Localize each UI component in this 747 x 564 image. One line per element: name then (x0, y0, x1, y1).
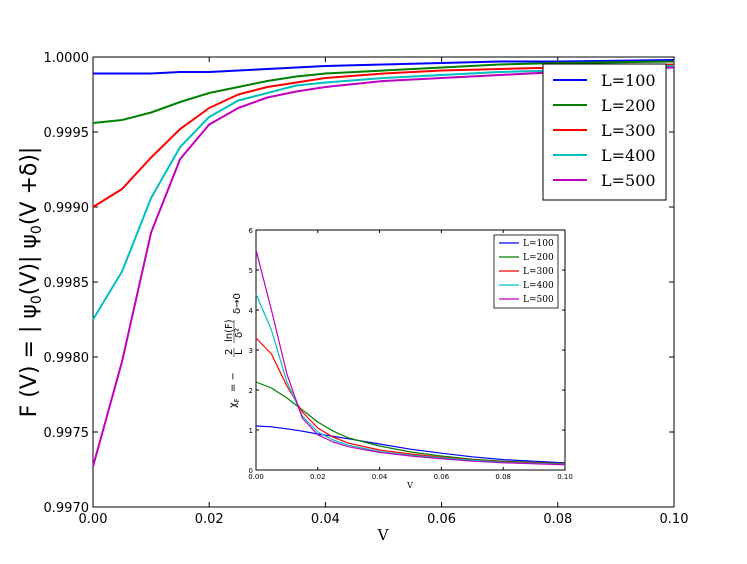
main-y-label-part-3: (V +δ)| (17, 147, 42, 226)
main-y-tick-label: 0.9970 (44, 501, 90, 516)
main-y-tick-label: 0.9985 (44, 276, 90, 291)
inset-x-tick-label: 0.00 (248, 473, 264, 481)
main-legend-label: L=400 (601, 146, 656, 165)
inset-y-tick-label: 3 (249, 347, 253, 355)
main-series-line-l-300 (92, 63, 675, 208)
main-series-lines (92, 59, 675, 467)
inset-y-label-eq: = − (228, 372, 239, 392)
main-legend-label: L=100 (601, 71, 656, 90)
main-axis-ticks: 0.00 0.02 0.04 0.06 0.08 0.10 0.9970 0.9975 0.99… (44, 51, 689, 527)
main-x-tick-label: 0.08 (543, 512, 572, 527)
main-y-label-part-2: (V)| ψ (17, 234, 42, 295)
main-series-line-l-400 (92, 65, 675, 321)
inset-y-tick-label: 5 (249, 267, 253, 275)
inset-x-axis-label: V (406, 481, 413, 490)
inset-y-tick-label: 1 (249, 427, 253, 435)
inset-plot: 0.00 0.02 0.04 0.06 0.08 0.10 0 1 2 3 4 5 6 V χF = −… (224, 227, 573, 490)
inset-y-tick-label: 6 (249, 227, 254, 235)
main-legend-label: L=500 (601, 171, 656, 190)
inset-y-label-num: 2 (224, 349, 235, 355)
main-x-tick-label: 0.02 (195, 512, 224, 527)
main-y-tick-label: 0.9990 (44, 201, 90, 216)
inset-series-line-l-100 (255, 425, 566, 464)
inset-y-tick-label: 0 (249, 467, 253, 475)
main-legend-box (542, 63, 667, 201)
main-series-line-l-200 (92, 60, 675, 124)
main-y-tick-label: 0.9975 (44, 426, 90, 441)
main-y-axis-label: F (V) = | ψ0(V)| ψ0(V +δ)| (17, 147, 45, 418)
inset-x-tick-label: 0.08 (495, 473, 511, 481)
inset-legend-label: L=100 (523, 239, 554, 249)
inset-legend-label: L=500 (523, 295, 554, 305)
main-y-tick-label: 1.0000 (44, 51, 90, 66)
inset-legend-label: L=400 (523, 281, 554, 291)
main-y-tick-label: 0.9980 (44, 351, 90, 366)
inset-legend-label: L=200 (523, 253, 554, 263)
main-series-line-l-100 (93, 59, 675, 75)
inset-legend-label: L=300 (523, 267, 554, 277)
main-y-label-part-1: F (V) = | ψ (17, 304, 42, 417)
inset-axis-ticks: 0.00 0.02 0.04 0.06 0.08 0.10 0 1 2 3 4 5 6 (248, 227, 573, 481)
inset-y-label-den: L (234, 349, 245, 355)
inset-x-tick-label: 0.04 (372, 473, 388, 481)
inset-y-label-limit: δ→0 (232, 293, 243, 314)
inset-y-tick-label: 4 (249, 307, 254, 315)
main-x-tick-label: 0.04 (311, 512, 340, 527)
inset-x-tick-label: 0.10 (557, 473, 573, 481)
main-x-tick-label: 0.10 (660, 512, 689, 527)
main-x-tick-label: 0.00 (79, 512, 108, 527)
inset-series-line-l-500 (255, 249, 566, 466)
inset-y-label-delta: δ² (234, 328, 245, 338)
main-series-line-l-500 (92, 66, 675, 467)
main-y-tick-label: 0.9995 (44, 126, 90, 141)
inset-series-lines (255, 249, 566, 466)
main-y-label-sub-2: 0 (29, 225, 45, 234)
inset-y-label-ln: ln(F) (224, 319, 235, 342)
inset-series-line-l-400 (255, 293, 566, 465)
main-y-label-sub-1: 0 (29, 295, 45, 304)
main-x-axis-label: V (377, 526, 390, 544)
inset-legend: L=100 L=200 L=300 L=400 L=500 (493, 234, 559, 309)
inset-y-axis-label: χF = − 2 L ln(F) δ² δ→0 (224, 293, 245, 408)
main-x-tick-label: 0.06 (427, 512, 456, 527)
inset-y-label-chi: χF (228, 398, 241, 408)
inset-x-tick-label: 0.02 (310, 473, 326, 481)
main-legend-label: L=200 (601, 96, 656, 115)
main-legend-label: L=300 (601, 121, 656, 140)
inset-x-tick-label: 0.06 (434, 473, 450, 481)
inset-series-line-l-200 (255, 381, 566, 465)
inset-y-tick-label: 2 (249, 387, 253, 395)
main-legend: L=100 L=200 L=300 L=400 L=500 (542, 63, 667, 201)
